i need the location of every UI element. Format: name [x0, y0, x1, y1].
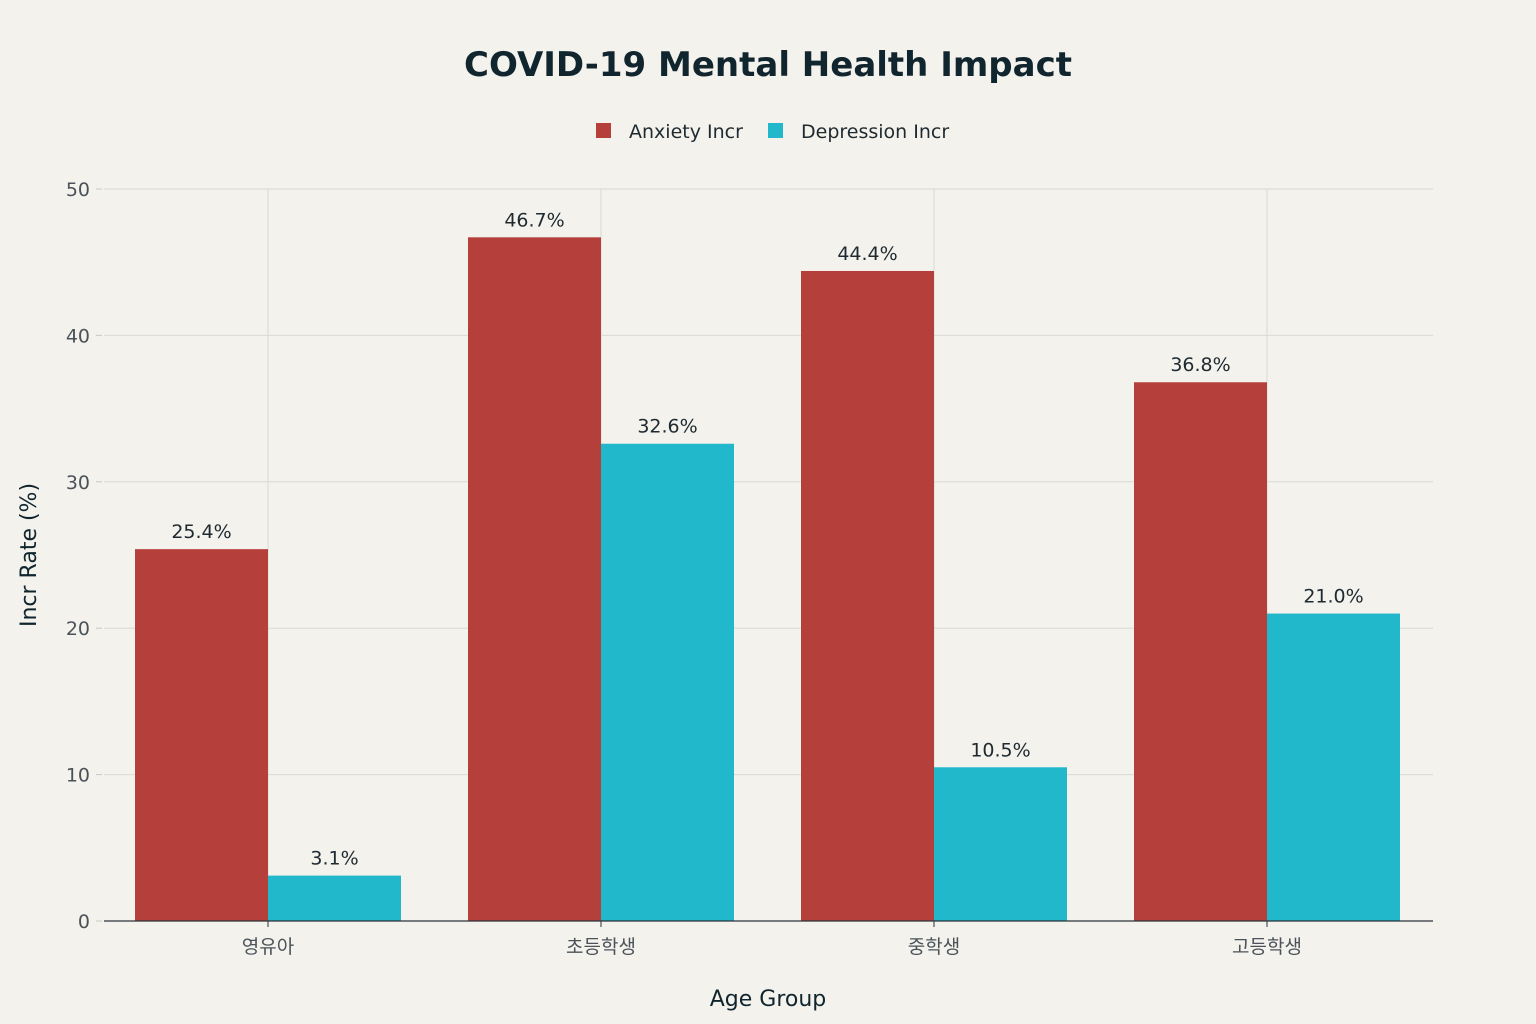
y-tick-label: 30 — [66, 472, 90, 494]
legend: Anxiety Incr Depression Incr — [596, 121, 949, 143]
y-tick-label: 50 — [66, 179, 90, 201]
x-tick-label: 고등학생 — [1232, 936, 1302, 958]
x-tick-label: 중학생 — [908, 936, 960, 958]
y-tick-label: 40 — [66, 325, 90, 347]
bar-anxiety-1 — [468, 237, 601, 921]
legend-swatch-depression — [768, 123, 783, 138]
bars — [135, 237, 1400, 921]
data-label: 44.4% — [837, 243, 897, 265]
legend-swatch-anxiety — [596, 123, 611, 138]
bar-anxiety-2 — [801, 270, 934, 921]
data-label: 32.6% — [637, 416, 697, 438]
y-axis-ticks: 0 10 20 30 40 50 — [66, 179, 102, 933]
bar-anxiety-0 — [135, 549, 268, 921]
legend-label-depression: Depression Incr — [801, 121, 949, 143]
y-tick-label: 10 — [66, 765, 90, 787]
y-axis-title: Incr Rate (%) — [17, 483, 42, 627]
x-tick-label: 영유아 — [242, 936, 294, 958]
bar-depression-0 — [268, 875, 401, 921]
bar-anxiety-3 — [1134, 382, 1267, 921]
bar-depression-1 — [601, 443, 734, 921]
data-label: 46.7% — [504, 209, 564, 231]
bar-depression-3 — [1267, 613, 1400, 921]
data-label: 10.5% — [970, 739, 1030, 761]
x-tick-label: 초등학생 — [566, 936, 636, 958]
bar-depression-2 — [934, 767, 1067, 921]
y-tick-label: 20 — [66, 618, 90, 640]
data-label: 36.8% — [1170, 354, 1230, 376]
data-label: 21.0% — [1303, 586, 1363, 608]
chart-title: COVID-19 Mental Health Impact — [464, 45, 1072, 85]
y-tick-label: 0 — [78, 911, 90, 933]
data-label: 3.1% — [310, 848, 358, 870]
x-axis-title: Age Group — [710, 987, 827, 1012]
x-axis-ticks: 영유아 초등학생 중학생 고등학생 — [242, 921, 1302, 958]
data-labels: 25.4% 46.7% 44.4% 36.8% 3.1% 32.6% 10.5% 21.0% — [171, 209, 1363, 869]
data-label: 25.4% — [171, 521, 231, 543]
legend-label-anxiety: Anxiety Incr — [629, 121, 743, 143]
